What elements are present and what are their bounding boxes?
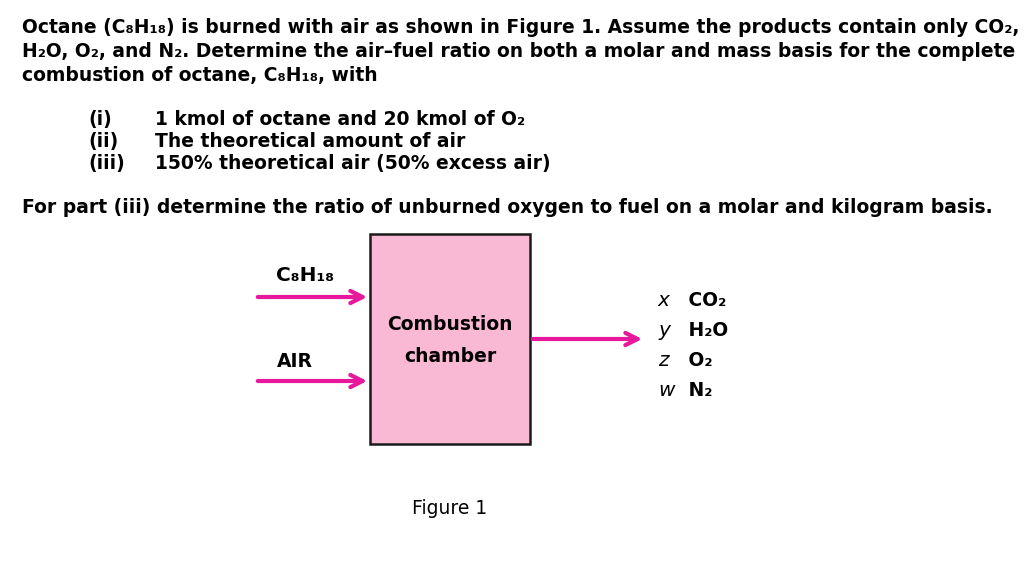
Text: H₂O, O₂, and N₂. Determine the air–fuel ratio on both a molar and mass basis for: H₂O, O₂, and N₂. Determine the air–fuel … (22, 42, 1015, 61)
Text: z: z (658, 351, 669, 370)
Text: y: y (658, 321, 670, 340)
Text: Octane (C₈H₁₈) is burned with air as shown in Figure 1. Assume the products cont: Octane (C₈H₁₈) is burned with air as sho… (22, 18, 1019, 37)
Text: Figure 1: Figure 1 (413, 499, 487, 518)
Text: combustion of octane, C₈H₁₈, with: combustion of octane, C₈H₁₈, with (22, 66, 378, 85)
Text: (ii): (ii) (88, 132, 118, 151)
Text: Combustion: Combustion (387, 316, 513, 335)
Text: (iii): (iii) (88, 154, 125, 173)
Text: 1 kmol of octane and 20 kmol of O₂: 1 kmol of octane and 20 kmol of O₂ (155, 110, 525, 129)
Text: The theoretical amount of air: The theoretical amount of air (155, 132, 465, 151)
Text: C₈H₁₈: C₈H₁₈ (275, 266, 334, 285)
Text: chamber: chamber (403, 347, 496, 367)
Text: (i): (i) (88, 110, 112, 129)
Text: H₂O: H₂O (682, 321, 728, 340)
Text: w: w (658, 382, 675, 401)
Text: For part (iii) determine the ratio of unburned oxygen to fuel on a molar and kil: For part (iii) determine the ratio of un… (22, 198, 992, 217)
Bar (370, 234, 530, 444)
Text: N₂: N₂ (682, 382, 713, 401)
Text: CO₂: CO₂ (682, 292, 726, 311)
Text: 150% theoretical air (50% excess air): 150% theoretical air (50% excess air) (155, 154, 551, 173)
Text: AIR: AIR (278, 352, 313, 371)
Text: O₂: O₂ (682, 351, 713, 370)
Text: x: x (658, 292, 670, 311)
